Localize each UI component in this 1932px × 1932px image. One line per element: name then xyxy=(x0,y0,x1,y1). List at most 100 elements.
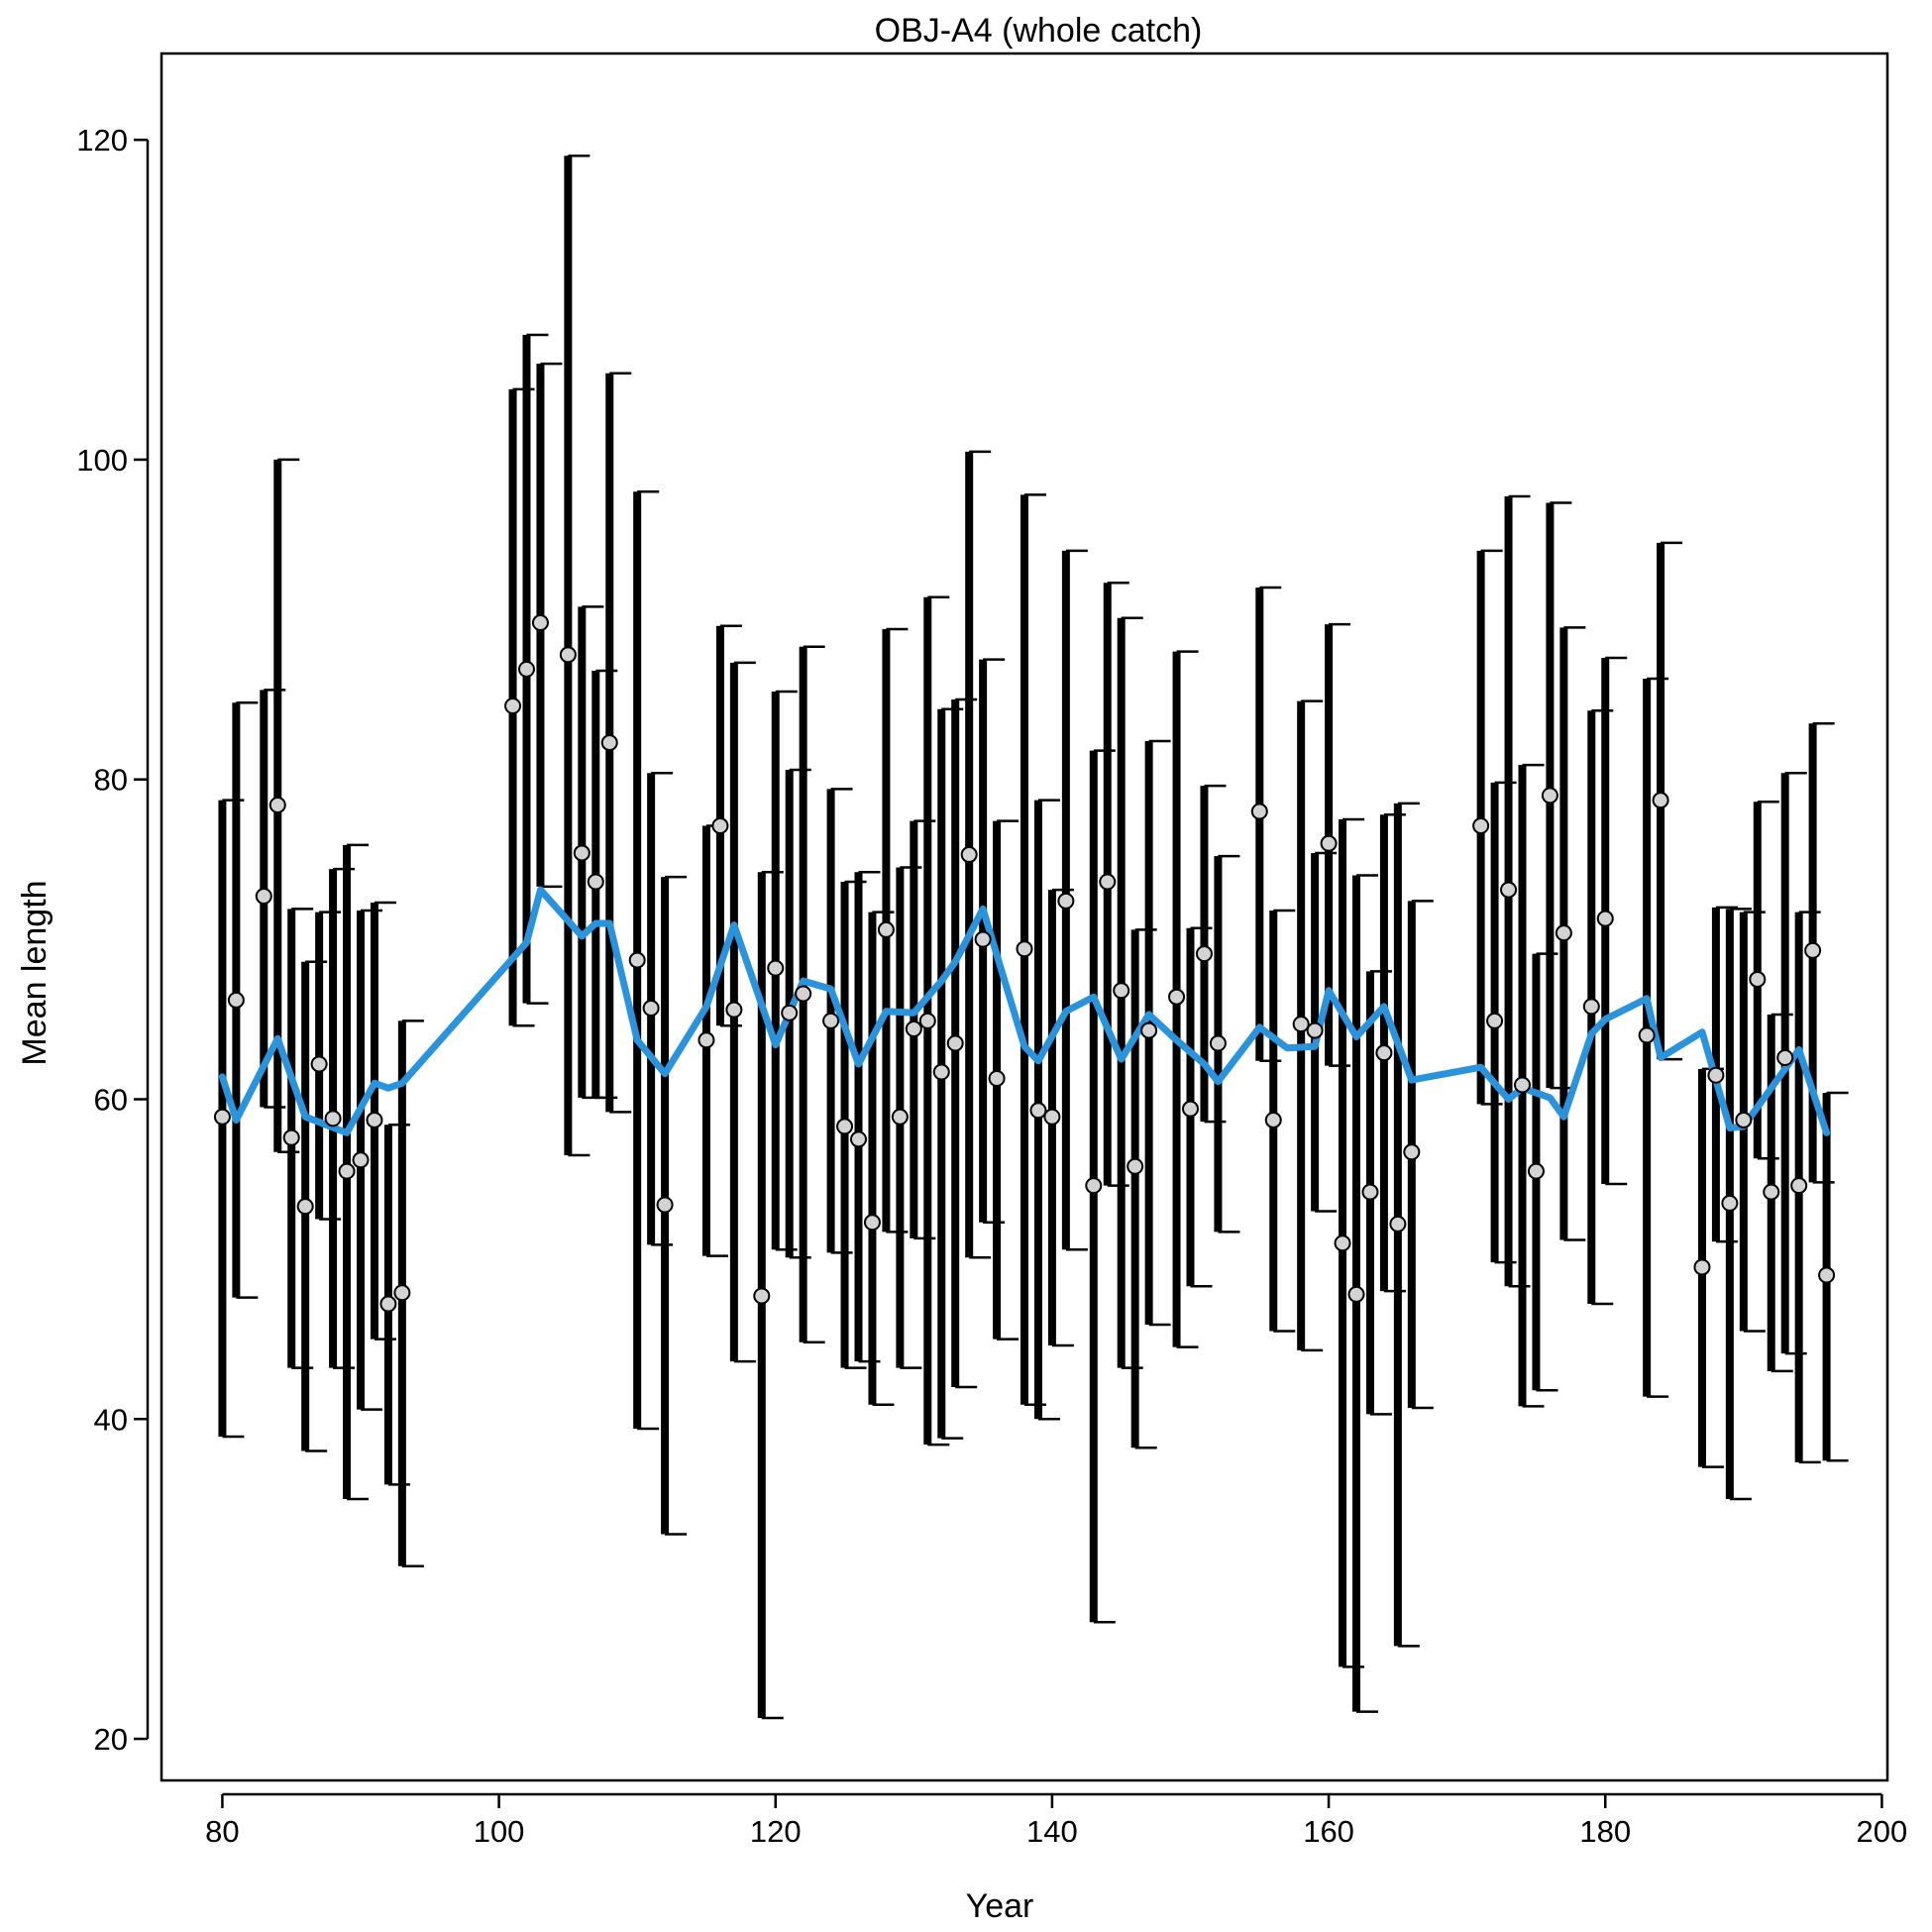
observed-point xyxy=(1486,1012,1504,1029)
observed-point xyxy=(1763,1183,1780,1201)
observed-point xyxy=(1776,1049,1794,1067)
observed-point xyxy=(1099,873,1117,891)
observed-point xyxy=(1292,1016,1310,1033)
observed-point xyxy=(573,844,590,862)
observed-point xyxy=(932,1063,950,1081)
observed-point xyxy=(822,1012,840,1029)
x-tick-label: 140 xyxy=(1026,1814,1078,1849)
y-tick-label: 100 xyxy=(76,443,128,478)
plot-frame xyxy=(160,52,1889,1782)
observed-point xyxy=(1749,970,1767,988)
observed-point xyxy=(988,1070,1006,1088)
observed-point xyxy=(1057,892,1075,910)
observed-point xyxy=(1389,1215,1407,1233)
observed-point xyxy=(1140,1021,1158,1039)
observed-point xyxy=(352,1151,370,1169)
observed-point xyxy=(877,920,895,938)
observed-point xyxy=(918,1012,936,1029)
x-axis: 80 100 120 140 160 180 200 xyxy=(205,1792,1908,1849)
observed-point xyxy=(1085,1177,1103,1195)
observed-point xyxy=(1127,1157,1144,1175)
observed-point xyxy=(1541,787,1558,805)
observed-point xyxy=(1375,1044,1393,1062)
x-axis-title: Year xyxy=(966,1887,1034,1925)
observed-point xyxy=(1638,1026,1656,1044)
observed-point xyxy=(1182,1100,1199,1118)
y-axis-title: Mean length xyxy=(16,880,54,1065)
observed-point xyxy=(255,888,272,906)
y-tick-label: 20 xyxy=(94,1722,128,1757)
observed-point xyxy=(698,1031,715,1049)
observed-point xyxy=(946,1034,964,1052)
observed-point xyxy=(1527,1162,1545,1180)
observed-point xyxy=(711,817,729,835)
observed-point xyxy=(213,1108,231,1126)
observed-point xyxy=(393,1284,411,1302)
observed-point xyxy=(891,1108,909,1126)
observed-point xyxy=(781,1004,799,1021)
observed-point xyxy=(1029,1102,1047,1120)
observed-point xyxy=(559,646,577,664)
observed-point xyxy=(1735,1111,1753,1128)
x-tick-label: 160 xyxy=(1303,1814,1354,1849)
y-tick-label: 60 xyxy=(94,1082,128,1117)
observed-point xyxy=(863,1214,881,1232)
observed-point xyxy=(1514,1076,1531,1094)
observed-point xyxy=(504,697,522,714)
chart-title: OBJ-A4 (whole catch) xyxy=(875,12,1203,50)
observed-point xyxy=(366,1111,383,1128)
observed-point xyxy=(1334,1234,1351,1252)
observed-point xyxy=(960,846,978,864)
x-tick-label: 200 xyxy=(1857,1814,1908,1849)
x-tick-label: 100 xyxy=(474,1814,525,1849)
observed-point xyxy=(905,1020,922,1037)
observed-point xyxy=(1555,924,1572,942)
observed-point xyxy=(338,1162,356,1180)
y-axis: 20 40 60 80 100 120 xyxy=(76,123,150,1757)
observed-point xyxy=(656,1196,674,1214)
expected-series xyxy=(218,886,1831,1136)
y-tick-label: 40 xyxy=(94,1402,128,1437)
observed-point xyxy=(1320,834,1338,852)
observed-point xyxy=(1209,1034,1227,1052)
observed-point xyxy=(1361,1183,1379,1201)
observed-point xyxy=(1113,982,1130,1000)
x-tick-label: 180 xyxy=(1579,1814,1631,1849)
x-tick-label: 120 xyxy=(750,1814,802,1849)
observed-point xyxy=(310,1055,328,1073)
observed-point xyxy=(1016,940,1033,958)
observed-point xyxy=(642,999,660,1017)
observed-point xyxy=(1707,1066,1725,1084)
observed-point xyxy=(1652,792,1669,809)
observed-point xyxy=(1790,1177,1808,1195)
observed-point xyxy=(725,1001,743,1019)
observed-point xyxy=(1596,910,1614,927)
observed-point xyxy=(753,1287,771,1305)
observed-point xyxy=(850,1130,867,1148)
observed-point xyxy=(227,991,245,1009)
observed-point xyxy=(518,660,535,678)
observed-point xyxy=(531,614,549,632)
observed-point xyxy=(1250,803,1268,820)
observed-point xyxy=(795,985,812,1003)
observed-point xyxy=(1264,1111,1282,1128)
observed-point xyxy=(767,959,785,977)
observed-point xyxy=(1500,881,1518,899)
y-tick-label: 120 xyxy=(76,123,128,158)
observed-point xyxy=(1721,1194,1739,1212)
observed-point xyxy=(268,797,286,814)
observed-point xyxy=(1168,988,1186,1006)
observed-point xyxy=(1306,1021,1324,1039)
observed-point xyxy=(974,930,992,948)
y-tick-label: 80 xyxy=(94,763,128,798)
observed-point xyxy=(324,1110,342,1127)
observed-point xyxy=(836,1118,854,1135)
observed-points xyxy=(213,614,1836,1313)
observed-point xyxy=(600,734,618,752)
expected-line xyxy=(218,886,1831,1136)
observed-point xyxy=(282,1128,300,1146)
x-tick-label: 80 xyxy=(205,1814,239,1849)
observed-point xyxy=(1043,1108,1061,1126)
observed-point xyxy=(1472,817,1490,835)
